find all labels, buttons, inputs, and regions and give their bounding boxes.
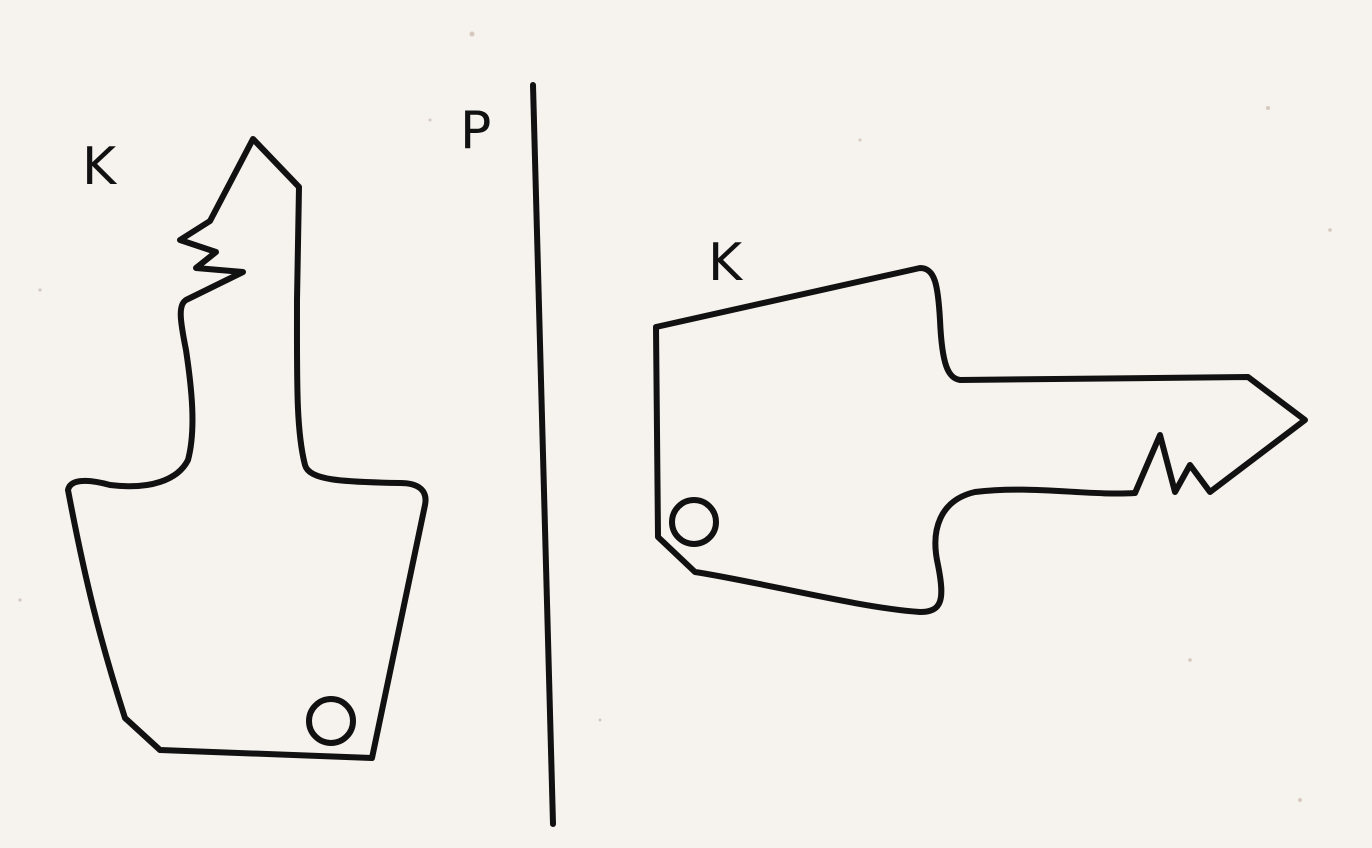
image-key bbox=[653, 265, 1308, 615]
image-key-outline bbox=[653, 265, 1308, 615]
paper-texture bbox=[18, 31, 1332, 802]
mirror-label: P bbox=[460, 101, 491, 161]
object-key-hole bbox=[306, 696, 356, 746]
image-label: K bbox=[708, 233, 744, 293]
object-key bbox=[65, 136, 429, 761]
object-key-outline bbox=[65, 136, 429, 761]
mirror-line bbox=[530, 82, 556, 827]
image-key-hole bbox=[669, 497, 719, 547]
object-label: K bbox=[82, 137, 118, 197]
